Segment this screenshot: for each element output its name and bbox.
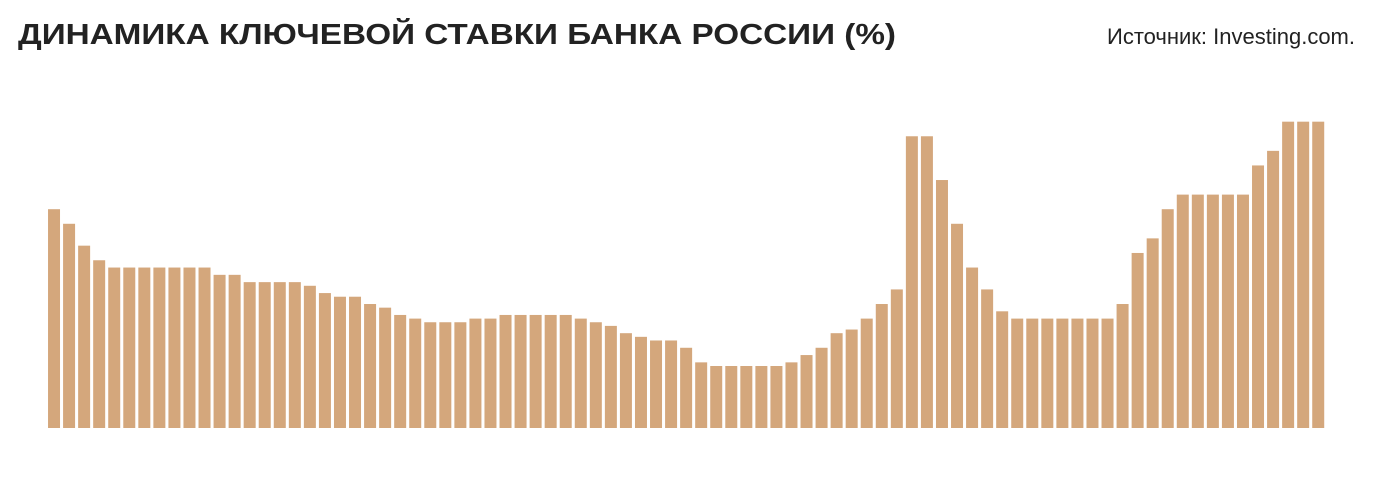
bar: [695, 362, 708, 428]
bar: [288, 282, 301, 428]
bar: [484, 318, 497, 428]
bar: [123, 267, 136, 428]
bar: [559, 314, 572, 428]
bar: [1176, 194, 1189, 428]
bar: [198, 267, 211, 428]
bar: [1252, 165, 1265, 428]
bar: [93, 260, 106, 428]
bar: [1191, 194, 1204, 428]
bar: [469, 318, 482, 428]
bar: [529, 314, 542, 428]
bar: [800, 355, 813, 428]
bar: [1297, 121, 1310, 429]
bar: [273, 282, 286, 428]
bar: [168, 267, 181, 428]
bar: [454, 322, 467, 428]
bar: [875, 304, 888, 428]
bar: [920, 136, 933, 428]
bar: [981, 289, 994, 428]
bar: [1071, 318, 1084, 428]
bar: [439, 322, 452, 428]
bar: [710, 366, 723, 428]
bar: [213, 274, 226, 428]
bar: [1267, 150, 1280, 428]
bar: [1056, 318, 1069, 428]
bar: [108, 267, 121, 428]
bar: [890, 289, 903, 428]
bar: [830, 333, 843, 428]
bar: [1041, 318, 1054, 428]
bar: [409, 318, 422, 428]
bar: [1131, 252, 1144, 428]
bar: [1312, 121, 1325, 429]
bar: [935, 180, 948, 428]
bar: [650, 340, 663, 428]
bar: [574, 318, 587, 428]
bar: [951, 223, 964, 428]
bar: [63, 223, 76, 428]
bar: [860, 318, 873, 428]
bar: [1146, 238, 1159, 428]
bar: [183, 267, 196, 428]
bar: [78, 245, 91, 428]
source: Источник: Investing.com.: [1107, 24, 1355, 49]
bar: [755, 366, 768, 428]
bar: [349, 296, 362, 428]
bar: [1011, 318, 1024, 428]
bar: [303, 285, 316, 428]
bar: [665, 340, 678, 428]
bar: [499, 314, 512, 428]
bar: [604, 325, 617, 428]
bar: [243, 282, 256, 428]
bar: [379, 307, 392, 428]
bar: [740, 366, 753, 428]
bar: [1221, 194, 1234, 428]
bar: [48, 209, 61, 428]
bar: [634, 336, 647, 428]
bar: [680, 347, 693, 428]
bar: [544, 314, 557, 428]
bar: [258, 282, 271, 428]
bar: [1086, 318, 1099, 428]
bar: [725, 366, 738, 428]
bar: [153, 267, 166, 428]
bar: [1282, 121, 1295, 429]
bar: [589, 322, 602, 428]
bar: [138, 267, 151, 428]
bar: [1101, 318, 1114, 428]
bar: [394, 314, 407, 428]
bar: [1161, 209, 1174, 428]
bar: [815, 347, 828, 428]
bar: [1116, 304, 1129, 428]
bar: [1026, 318, 1039, 428]
bar: [1206, 194, 1219, 428]
bar: [1236, 194, 1249, 428]
bar: [785, 362, 798, 428]
bar: [514, 314, 527, 428]
bar: [966, 267, 979, 428]
bar: [333, 296, 346, 428]
bar: [996, 311, 1009, 428]
bar: [770, 366, 783, 428]
bar: [228, 274, 241, 428]
bar: [845, 329, 858, 428]
bar: [424, 322, 437, 428]
bar: [905, 136, 918, 428]
chart-title: ДИНАМИКА КЛЮЧЕВОЙ СТАВКИ БАНКА РОССИИ (%…: [18, 17, 896, 51]
bar: [364, 304, 377, 428]
bar: [619, 333, 632, 428]
bar: [318, 293, 331, 428]
